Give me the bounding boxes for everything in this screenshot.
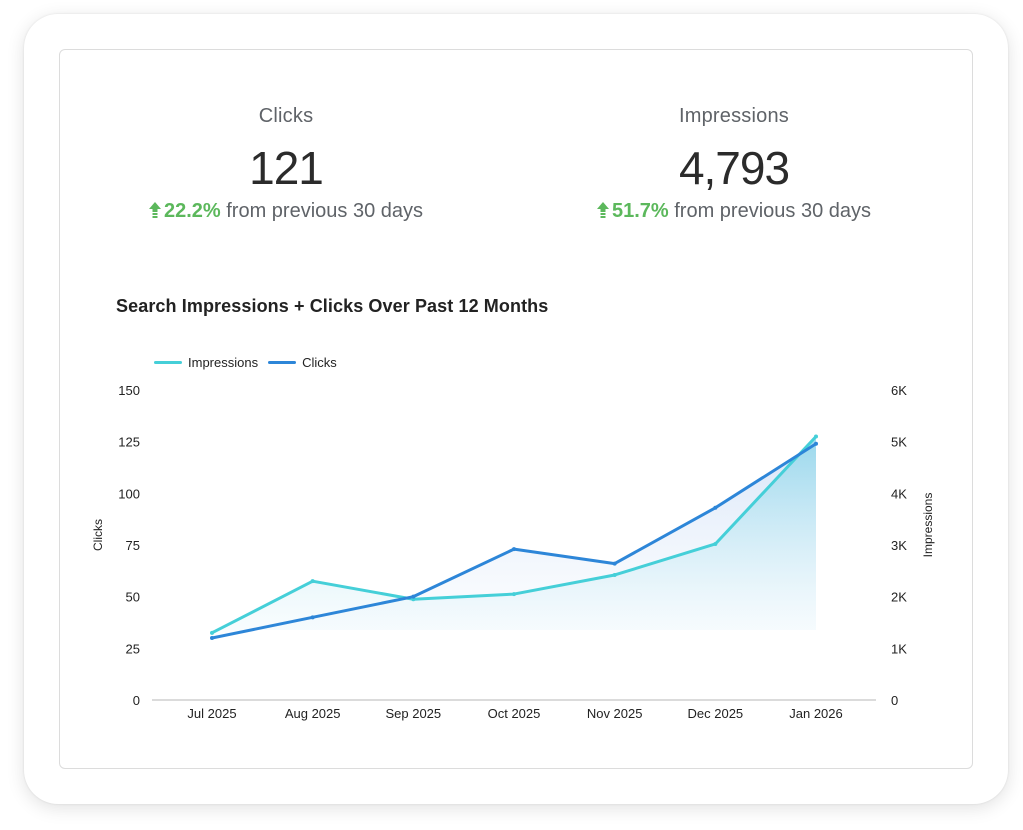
legend-item-clicks[interactable]: Clicks — [268, 355, 337, 370]
chart-legend: Impressions Clicks — [154, 355, 347, 370]
impressions-point — [814, 434, 818, 439]
y-tick-label: 125 — [118, 435, 140, 450]
x-tick-label: Sep 2025 — [385, 706, 441, 721]
clicks-point — [713, 505, 718, 510]
impressions-kpi-label: Impressions — [678, 105, 789, 127]
impressions-change-percent: 51.7% — [611, 200, 669, 222]
y2-tick-label: 6K — [891, 383, 907, 398]
y-axis-title: Clicks — [91, 519, 105, 551]
chart-title: Search Impressions + Clicks Over Past 12… — [116, 296, 549, 316]
arrow-up-icon — [596, 202, 609, 218]
impressions-change-text: from previous 30 days — [674, 200, 872, 222]
y2-tick-label: 5K — [891, 435, 907, 450]
impressions-point — [210, 630, 214, 635]
clicks-change-text: from previous 30 days — [226, 200, 424, 222]
y2-tick-label: 0 — [891, 693, 898, 708]
y-tick-label: 150 — [118, 383, 140, 398]
clicks-kpi-value: 121 — [249, 142, 324, 194]
y-tick-label: 50 — [126, 590, 140, 605]
impressions-point — [713, 541, 718, 546]
clicks-kpi-change: 22.2% from previous 30 days — [76, 196, 496, 226]
impressions-point — [612, 572, 617, 577]
clicks-point — [210, 636, 214, 640]
y-tick-label: 25 — [126, 641, 140, 656]
clicks-point — [814, 441, 818, 446]
clicks-point — [310, 615, 315, 620]
y2-tick-label: 2K — [891, 590, 907, 605]
legend-swatch-impressions — [154, 361, 182, 364]
impressions-point — [512, 592, 516, 597]
clicks-point — [411, 594, 416, 599]
x-tick-label: Jul 2025 — [187, 706, 236, 721]
clicks-point — [512, 547, 516, 552]
arrow-up-icon — [148, 202, 161, 218]
y-tick-label: 100 — [118, 486, 140, 501]
x-tick-label: Jan 2026 — [789, 706, 843, 721]
legend-label-clicks: Clicks — [302, 355, 337, 370]
line-chart: 0 25 50 75 100 125 150 0 1K 2K 3K 4K 5K 6K Jul 2025 Aug… — [91, 383, 935, 721]
y2-tick-label: 4K — [891, 486, 907, 501]
impressions-kpi: Impressions 4,793 51.7% from previous 30… — [524, 102, 944, 226]
y2-axis-title: Impressions — [921, 493, 935, 558]
impressions-point — [310, 579, 315, 584]
y2-tick-label: 1K — [891, 641, 907, 656]
impressions-kpi-value: 4,793 — [678, 142, 790, 194]
legend-label-impressions: Impressions — [188, 355, 259, 370]
clicks-point — [612, 561, 617, 566]
x-tick-label: Dec 2025 — [688, 706, 744, 721]
y-tick-label: 75 — [126, 538, 140, 553]
clicks-kpi-label: Clicks — [258, 105, 314, 127]
clicks-kpi: Clicks 121 22.2% from previous 30 days — [76, 102, 496, 226]
clicks-change-percent: 22.2% — [163, 200, 221, 222]
x-tick-label: Nov 2025 — [587, 706, 643, 721]
y2-tick-label: 3K — [891, 538, 907, 553]
x-tick-label: Aug 2025 — [285, 706, 341, 721]
impressions-area — [212, 436, 816, 633]
x-tick-label: Oct 2025 — [488, 706, 541, 721]
legend-swatch-clicks — [268, 361, 297, 364]
legend-item-impressions[interactable]: Impressions — [154, 355, 258, 370]
dashboard-card: Clicks 121 22.2% from previous 30 days I… — [59, 49, 973, 769]
impressions-kpi-change: 51.7% from previous 30 days — [524, 196, 944, 226]
y-tick-label: 0 — [133, 693, 140, 708]
